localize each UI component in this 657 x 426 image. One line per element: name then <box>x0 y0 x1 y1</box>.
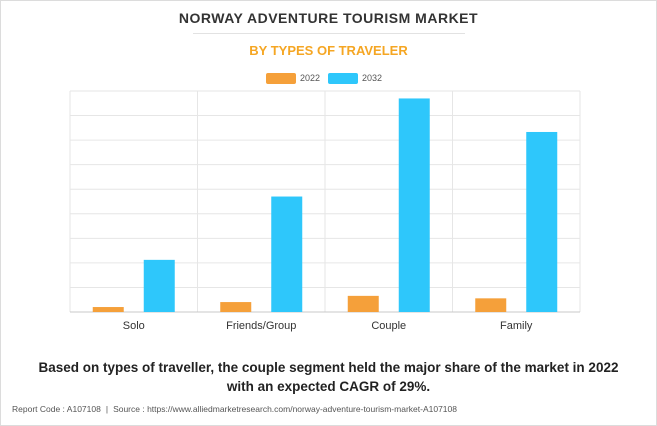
legend-swatch-2022 <box>266 72 296 84</box>
bar-2032-friends-group[interactable] <box>271 196 303 312</box>
legend-swatch-2032 <box>328 72 358 84</box>
source-line: Report Code : A107108 | Source : https://w… <box>12 404 457 414</box>
chart-subtitle: BY TYPES OF TRAVELER <box>249 43 408 58</box>
report-code: Report Code : A107108 <box>12 404 101 414</box>
bar-2022-friends-group[interactable] <box>220 302 252 312</box>
legend: 2022 2032 <box>0 72 657 86</box>
legend-label-2022: 2022 <box>300 73 321 83</box>
legend-label-2032: 2032 <box>362 73 383 83</box>
x-tick-label: Friends/Group <box>226 320 296 332</box>
source-url: Source : https://www.alliedmarketresearc… <box>113 404 457 414</box>
bar-2022-solo[interactable] <box>92 307 124 312</box>
chart-title: NORWAY ADVENTURE TOURISM MARKET <box>178 10 479 26</box>
bar-2032-couple[interactable] <box>398 98 430 313</box>
bar-2022-family[interactable] <box>475 298 507 312</box>
footnote-line-1: Based on types of traveller, the couple … <box>38 360 619 375</box>
source-separator: | <box>105 404 109 414</box>
legend-item-2032[interactable]: 2032 <box>328 72 382 84</box>
bar-chart: Solo Friends/Group Couple Family <box>69 90 581 332</box>
x-tick-label: Couple <box>371 320 406 332</box>
x-tick-label: Family <box>500 320 533 332</box>
chart-footnote: Based on types of traveller, the couple … <box>0 358 657 396</box>
bar-2032-solo[interactable] <box>143 259 175 312</box>
bar-2032-family[interactable] <box>526 131 558 312</box>
legend-item-2022[interactable]: 2022 <box>266 72 320 84</box>
footnote-line-2: with an expected CAGR of 29%. <box>226 379 431 394</box>
x-tick-label: Solo <box>123 320 145 332</box>
title-divider <box>193 33 465 34</box>
bar-2022-couple[interactable] <box>347 295 379 312</box>
